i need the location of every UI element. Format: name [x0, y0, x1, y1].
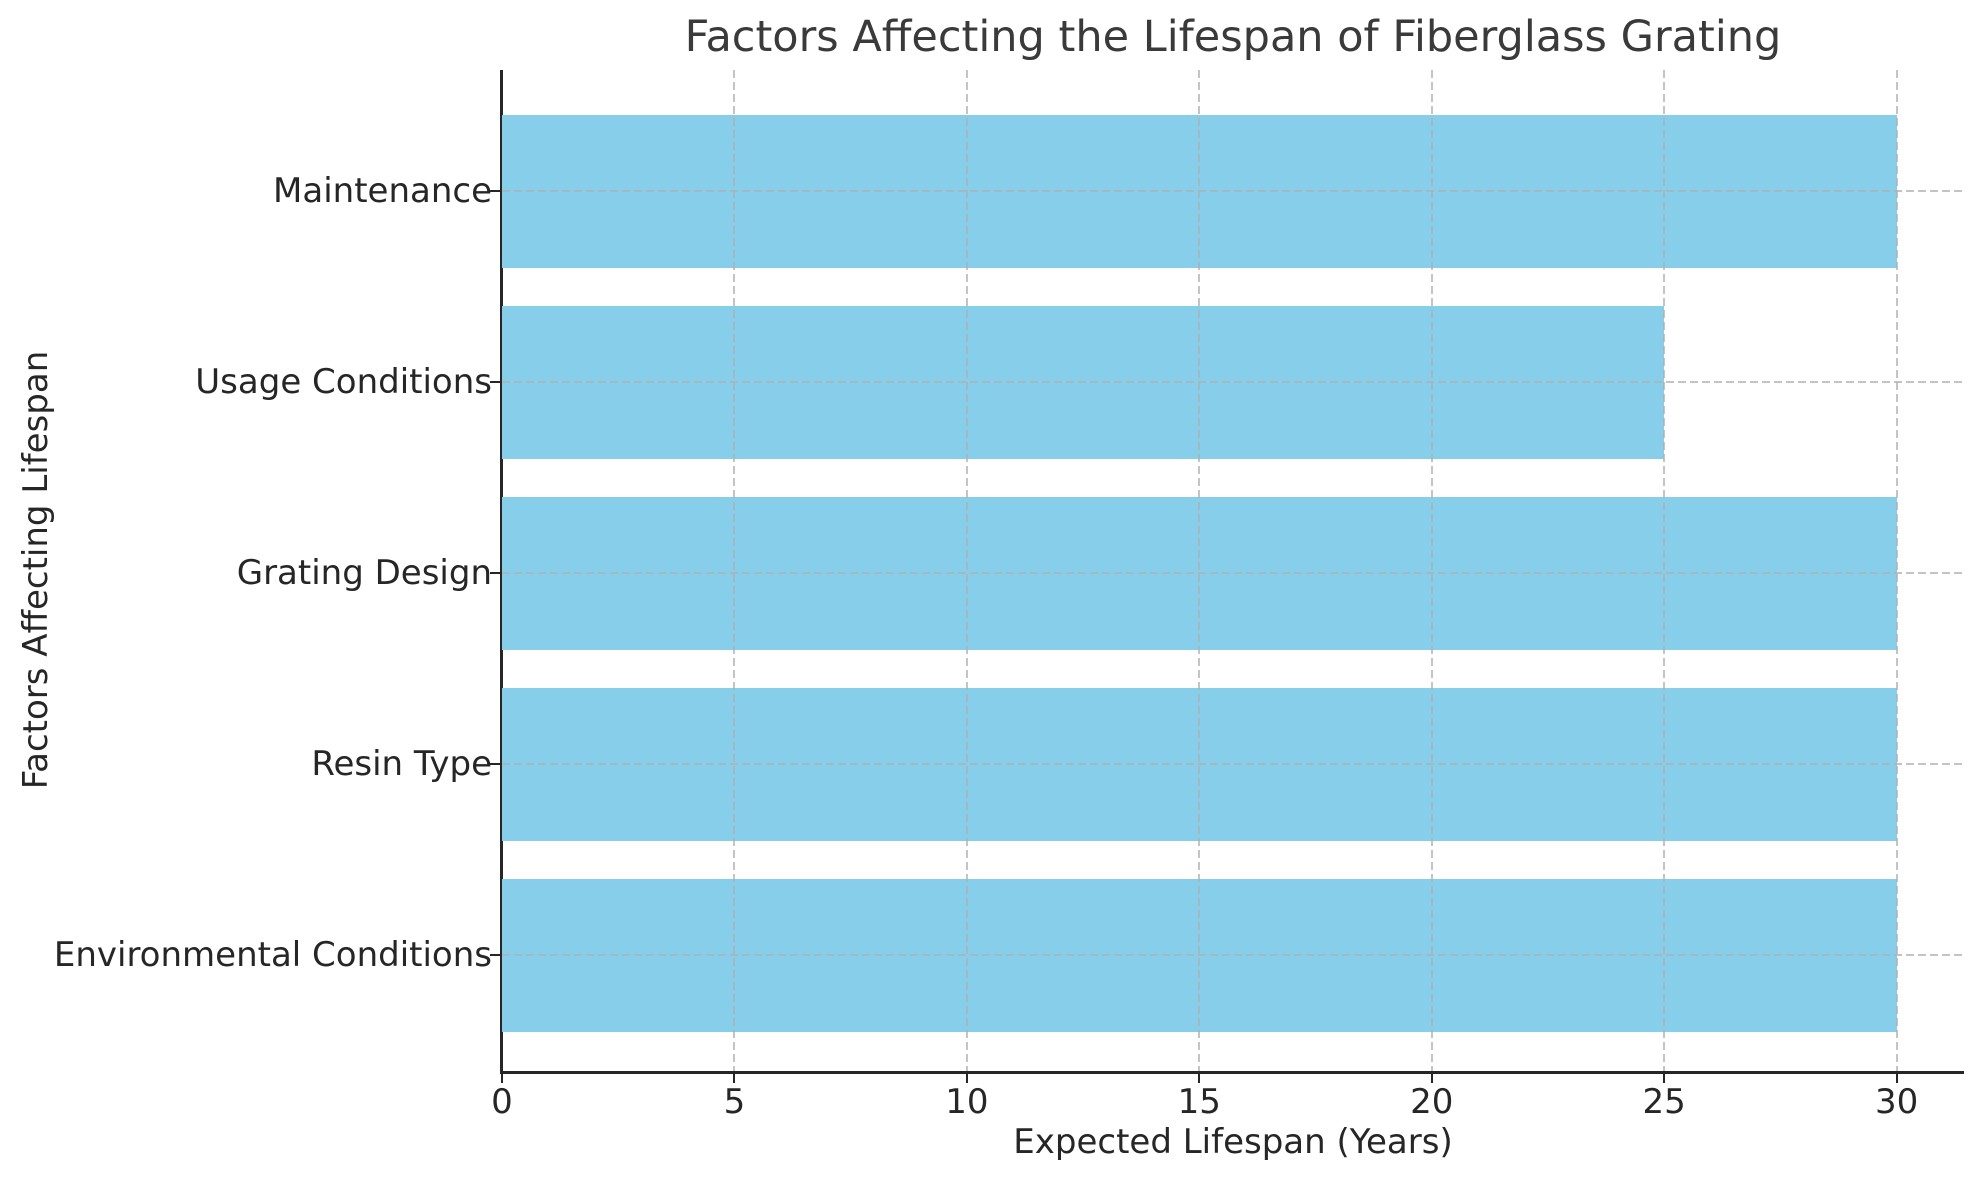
gridline-x-25 — [1663, 70, 1666, 1071]
plot-area: 0 5 10 15 20 25 30 Maintenance Usage Conditions G… — [54, 70, 1964, 1122]
y-tick-resin-type — [490, 763, 500, 765]
x-tick-label-10: 10 — [945, 1082, 989, 1122]
category-label-resin-type: Resin Type — [311, 744, 492, 784]
x-tick-0 — [501, 1073, 503, 1083]
x-tick-5 — [733, 1073, 736, 1083]
category-label-grating-design: Grating Design — [236, 553, 492, 593]
chart-title: Factors Affecting the Lifespan of Fiberg… — [684, 12, 1782, 62]
y-axis-spine — [500, 70, 503, 1073]
x-tick-30 — [1895, 1073, 1898, 1083]
gridline-x-30 — [1895, 70, 1898, 1071]
gridline-x-20 — [1430, 70, 1433, 1071]
x-tick-label-5: 5 — [723, 1082, 746, 1122]
category-label-environmental-conditions: Environmental Conditions — [53, 935, 492, 975]
x-tick-25 — [1663, 1073, 1666, 1083]
x-tick-label-0: 0 — [491, 1082, 513, 1122]
gridline-x-5 — [733, 70, 736, 1071]
category-label-usage-conditions: Usage Conditions — [195, 362, 492, 402]
x-tick-15 — [1198, 1073, 1201, 1083]
y-tick-maintenance — [490, 190, 500, 192]
gridline-y-environmental-conditions — [502, 954, 1964, 956]
gridline-y-resin-type — [502, 763, 1964, 765]
x-tick-20 — [1430, 1073, 1433, 1083]
x-axis-label: Expected Lifespan (Years) — [1013, 1122, 1453, 1162]
x-tick-label-15: 15 — [1177, 1082, 1221, 1122]
category-label-maintenance: Maintenance — [273, 171, 492, 211]
x-tick-label-30: 30 — [1874, 1082, 1919, 1122]
y-tick-grating-design — [490, 572, 500, 574]
gridline-y-usage-conditions — [502, 381, 1964, 383]
y-tick-environmental-conditions — [490, 954, 500, 956]
gridline-y-maintenance — [502, 190, 1964, 192]
x-tick-label-25: 25 — [1642, 1082, 1686, 1122]
gridline-y-grating-design — [502, 572, 1964, 574]
x-tick-10 — [965, 1073, 968, 1083]
y-tick-usage-conditions — [490, 381, 500, 383]
x-axis-spine — [500, 1071, 1964, 1074]
x-tick-label-20: 20 — [1410, 1082, 1454, 1122]
gridline-x-15 — [1198, 70, 1201, 1071]
gridline-x-10 — [965, 70, 968, 1071]
